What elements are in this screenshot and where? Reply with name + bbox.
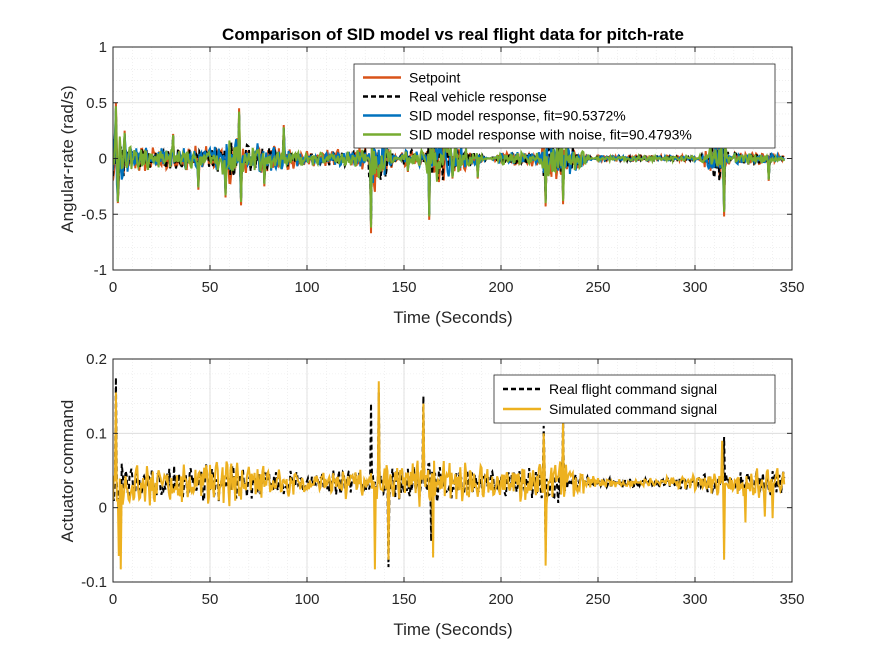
y-tick-label: -1 [94, 262, 107, 279]
top-chart-title: Comparison of SID model vs real flight d… [222, 25, 684, 44]
legend-box [353, 63, 776, 149]
x-tick-label: 250 [585, 591, 610, 608]
x-tick-label: 250 [585, 279, 610, 296]
x-tick-label: 0 [109, 591, 117, 608]
bottom-chart-xlabel: Time (Seconds) [393, 620, 512, 639]
legend-label: Real flight command signal [549, 381, 717, 397]
x-tick-label: 200 [488, 591, 513, 608]
legend-label: SID model response, fit=90.5372% [409, 108, 626, 124]
x-tick-label: 350 [779, 279, 804, 296]
x-tick-label: 150 [391, 591, 416, 608]
legend: Real flight command signal Simulated comm… [493, 374, 776, 424]
top-chart-xlabel: Time (Seconds) [393, 308, 512, 327]
legend-label: Setpoint [409, 70, 460, 86]
series-line-2 [113, 381, 786, 570]
axes-box [112, 358, 793, 583]
y-tick-label: 0 [99, 151, 107, 168]
y-tick-label: -0.5 [81, 206, 107, 223]
x-tick-label: 0 [109, 279, 117, 296]
legend-box [493, 374, 776, 424]
x-tick-label: 300 [682, 279, 707, 296]
legend: Setpoint Real vehicle response SID model r… [353, 63, 776, 149]
top-chart: 0 50 100 150 200 250 300 350 -1 -0.5 0 0.5 1 Setpoint… [81, 39, 804, 296]
x-tick-label: 300 [682, 591, 707, 608]
legend-label: Simulated command signal [549, 401, 717, 417]
legend-label: SID model response with noise, fit=90.47… [409, 127, 692, 143]
bottom-chart-ylabel: Actuator command [58, 400, 77, 543]
y-tick-label: 0.1 [86, 425, 107, 442]
y-tick-label: 0.5 [86, 95, 107, 112]
x-tick-label: 150 [391, 279, 416, 296]
x-tick-label: 200 [488, 279, 513, 296]
x-tick-label: 100 [294, 591, 319, 608]
x-tick-label: 350 [779, 591, 804, 608]
legend-label: Real vehicle response [409, 89, 547, 105]
series-line-4 [113, 106, 786, 228]
x-tick-label: 50 [202, 591, 219, 608]
x-tick-label: 100 [294, 279, 319, 296]
y-tick-label: 0 [99, 500, 107, 517]
x-tick-label: 50 [202, 279, 219, 296]
y-tick-label: 0.2 [86, 351, 107, 368]
y-tick-label: 1 [99, 39, 107, 56]
y-tick-label: -0.1 [81, 574, 107, 591]
top-chart-ylabel: Angular-rate (rad/s) [58, 85, 77, 232]
